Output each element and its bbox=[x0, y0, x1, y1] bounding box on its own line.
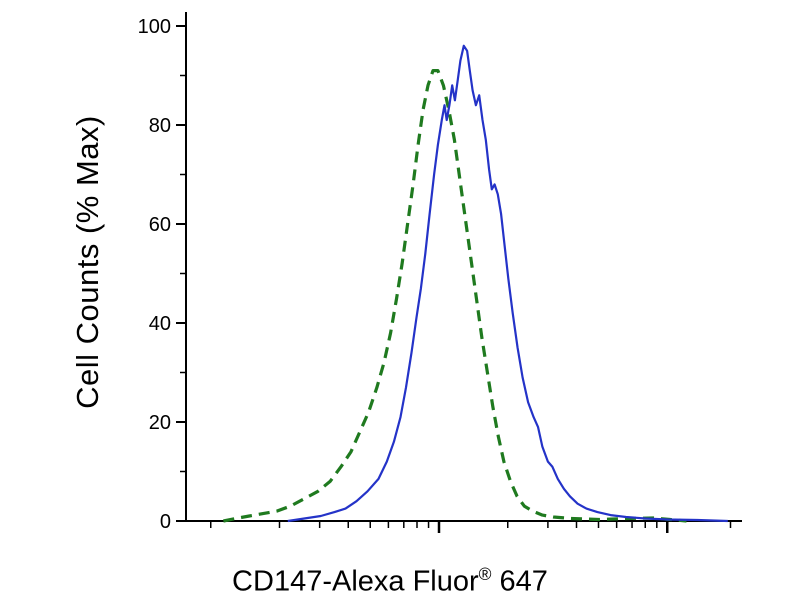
y-tick-label: 100 bbox=[138, 16, 171, 38]
y-tick-label: 60 bbox=[149, 214, 171, 236]
y-tick-label: 40 bbox=[149, 313, 171, 335]
y-tick-label: 0 bbox=[160, 511, 171, 533]
green-dashed-histogram bbox=[223, 68, 687, 523]
x-axis-label-tail: 647 bbox=[491, 565, 548, 598]
y-tick-label: 80 bbox=[149, 115, 171, 137]
registered-trademark-icon: ® bbox=[478, 564, 492, 584]
blue-solid-histogram bbox=[287, 44, 728, 523]
y-tick-label: 20 bbox=[149, 412, 171, 434]
y-axis-label: Cell Counts (% Max) bbox=[70, 115, 105, 409]
x-axis-label: CD147-Alexa Fluor® 647 bbox=[232, 564, 548, 599]
x-axis-label-main: CD147-Alexa Fluor bbox=[232, 565, 479, 598]
